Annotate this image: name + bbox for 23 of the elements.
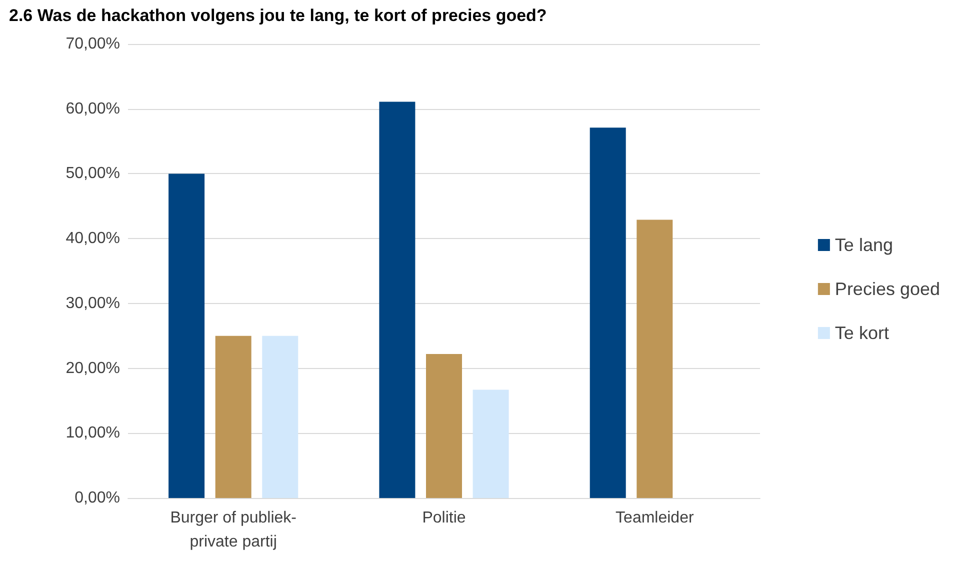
y-tick-label: 60,00%: [66, 100, 120, 118]
legend-label: Te kort: [834, 323, 889, 343]
bar: [215, 336, 252, 498]
y-tick-label: 30,00%: [66, 294, 120, 312]
y-tick-label: 70,00%: [66, 36, 120, 52]
bar: [472, 390, 509, 498]
chart-title: 2.6 Was de hackathon volgens jou te lang, te kort of precies goed?: [9, 6, 547, 25]
legend-label: Precies goed: [834, 279, 940, 299]
x-tick-label: Teamleider: [616, 510, 694, 526]
y-tick-label: 0,00%: [74, 490, 120, 506]
legend-label: Te lang: [834, 235, 893, 255]
y-tick-label: 10,00%: [66, 424, 120, 442]
y-tick-label: 50,00%: [66, 165, 120, 182]
y-tick-label: 40,00%: [66, 230, 120, 248]
y-tick-label: 20,00%: [66, 360, 120, 377]
bar: [590, 128, 626, 498]
x-tick-label: Politie: [422, 510, 466, 526]
bar: [262, 336, 298, 498]
bar: [168, 174, 205, 498]
bar: [379, 102, 416, 498]
x-tick-label: Burger of publiek- private partij: [170, 510, 296, 550]
bar: [426, 354, 462, 498]
bar: [636, 220, 673, 498]
